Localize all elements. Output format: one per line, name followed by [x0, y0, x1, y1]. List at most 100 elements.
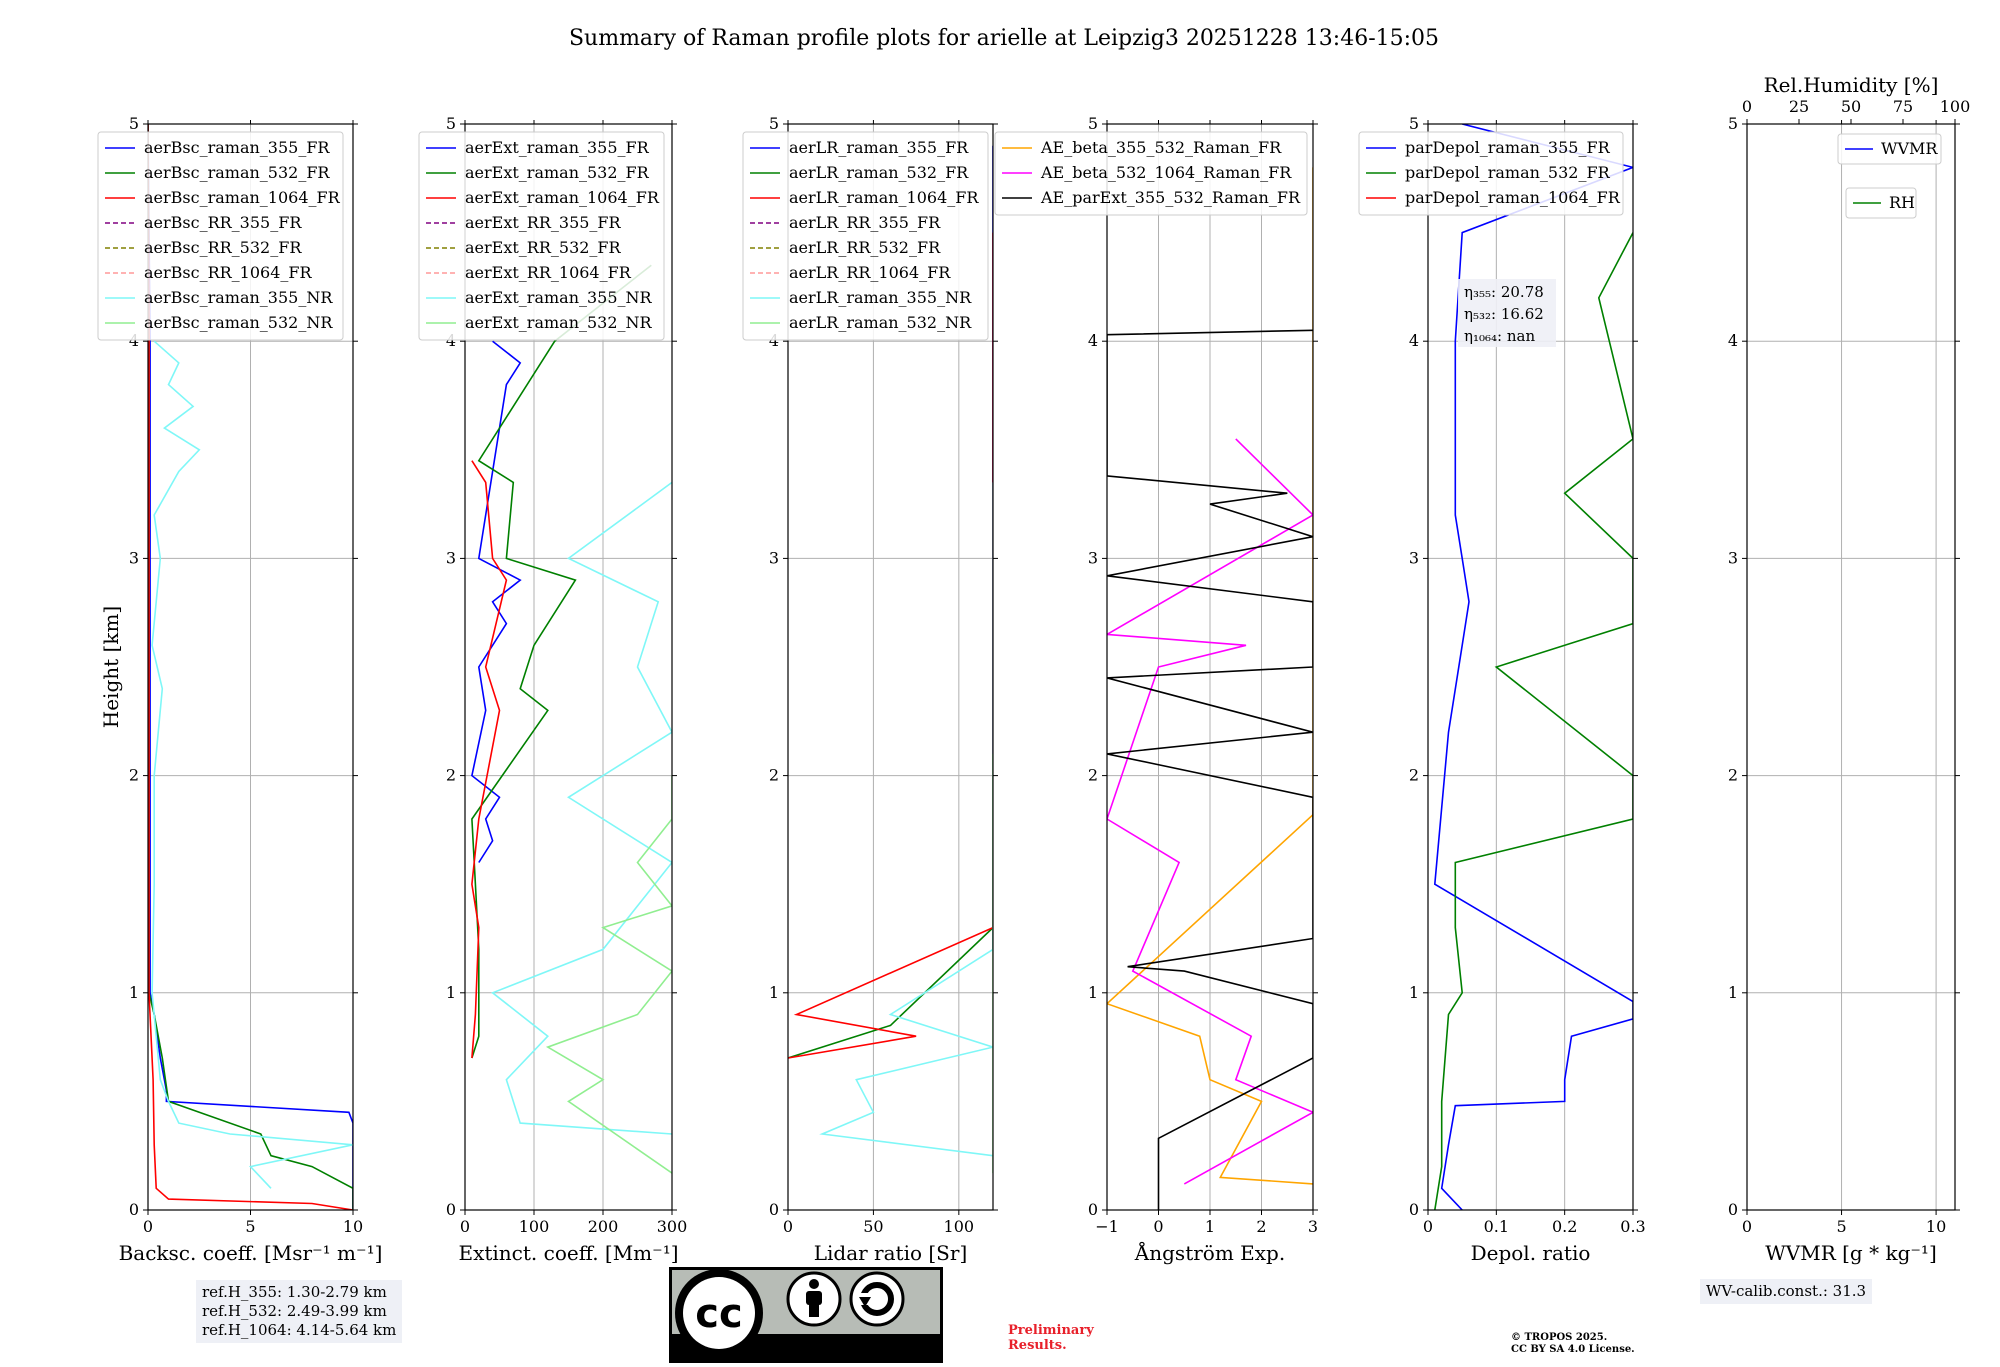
legend-box — [418, 131, 665, 341]
panel-lidar_ratio: 0 50 100 0 1 2 3 4 5 Lidar ratio [Sr] aerLR_raman_… — [742, 114, 998, 1265]
copyright-line1: © TROPOS 2025. — [1511, 1332, 1608, 1343]
ref-height-355: ref.H_355: 1.30-2.79 km — [202, 1283, 387, 1301]
preliminary-line2: Results. — [1008, 1338, 1067, 1353]
preliminary-note: Preliminary Results. — [1008, 1323, 1094, 1353]
legend-item-aerBsc_raman_1064_FR: aerBsc_raman_1064_FR — [144, 188, 341, 207]
y-tick-label: 1 — [769, 983, 779, 1002]
by-attribution-icon — [786, 1271, 842, 1327]
y-tick-label: 4 — [1409, 331, 1419, 350]
y-tick-label: 0 — [769, 1200, 779, 1219]
legend-item-aerExt_raman_532_FR: aerExt_raman_532_FR — [465, 163, 650, 182]
series-line-AE_beta_532_1064_Raman_FR — [1107, 438, 1313, 1185]
panel-extinction: 0 100 200 300 0 1 2 3 4 5 Extinct. coeff. [Mm⁻¹] ae… — [418, 114, 688, 1265]
top-x-tick-label: 0 — [1742, 97, 1752, 116]
x-tick-label: 3 — [1308, 1217, 1318, 1236]
copyright-line2: CC BY SA 4.0 License. — [1511, 1344, 1635, 1355]
legend: AE_beta_355_532_Raman_FR AE_beta_532_1064… — [994, 131, 1308, 216]
legend-item-aerBsc_RR_532_FR: aerBsc_RR_532_FR — [144, 238, 302, 257]
legend-item-aerLR_RR_532_FR: aerLR_RR_532_FR — [789, 238, 941, 257]
legend-item-aerExt_raman_355_FR: aerExt_raman_355_FR — [465, 138, 650, 157]
series-line-AE_parExt_355_532_Raman_FR — [1107, 329, 1313, 1210]
x-tick-label: 0 — [1153, 1217, 1163, 1236]
x-tick-label: 50 — [863, 1217, 883, 1236]
legend-item-parDepol_raman_1064_FR: parDepol_raman_1064_FR — [1405, 188, 1621, 207]
series-line-aerBsc_raman_355_NR — [151, 340, 353, 1189]
y-tick-label: 5 — [446, 114, 456, 133]
legend-item-AE_beta_532_1064_Raman_FR: AE_beta_532_1064_Raman_FR — [1040, 163, 1292, 182]
series-line-aerLR_raman_1064_FR — [788, 232, 993, 1059]
axes-frame — [1746, 123, 1956, 1211]
y-tick-label: 1 — [1728, 983, 1738, 1002]
y-tick-label: 1 — [446, 983, 456, 1002]
legend-item-aerExt_raman_1064_FR: aerExt_raman_1064_FR — [465, 188, 660, 207]
y-tick-label: 4 — [1728, 331, 1738, 350]
x-tick-label: 0.1 — [1484, 1217, 1509, 1236]
legend: aerLR_raman_355_FR aerLR_raman_532_FR aerL… — [742, 131, 989, 341]
series-line-aerBsc_raman_1064_FR — [148, 124, 353, 1210]
y-tick-label: 5 — [1728, 114, 1738, 133]
y-tick-label: 3 — [129, 548, 139, 567]
y-tick-label: 1 — [1409, 983, 1419, 1002]
legend-item-aerLR_RR_1064_FR: aerLR_RR_1064_FR — [789, 263, 951, 282]
eta-annotation-box — [1458, 279, 1556, 347]
cc-logo-text: cc — [695, 1291, 742, 1337]
legend-item-AE_beta_355_532_Raman_FR: AE_beta_355_532_Raman_FR — [1040, 138, 1282, 157]
x-tick-label: −1 — [1095, 1217, 1119, 1236]
y-tick-label: 5 — [129, 114, 139, 133]
y-tick-label: 3 — [446, 548, 456, 567]
y-tick-label: 0 — [1409, 1200, 1419, 1219]
ref-height-532: ref.H_532: 2.49-3.99 km — [202, 1302, 387, 1320]
y-tick-label: 4 — [1088, 331, 1098, 350]
legend-box — [994, 131, 1308, 216]
x-tick-label: 0 — [1742, 1217, 1752, 1236]
top-x-tick-label: 50 — [1841, 97, 1861, 116]
y-tick-label: 4 — [769, 331, 779, 350]
top-x-axis-label: Rel.Humidity [%] — [1764, 73, 1939, 97]
y-tick-label: 3 — [1409, 548, 1419, 567]
sa-label: SA — [862, 1336, 892, 1360]
legend-box — [742, 131, 989, 341]
y-tick-label: 2 — [446, 766, 456, 785]
legend-item-aerExt_raman_355_NR: aerExt_raman_355_NR — [465, 288, 653, 307]
x-axis-label: Extinct. coeff. [Mm⁻¹] — [458, 1241, 678, 1265]
y-tick-label: 2 — [1728, 766, 1738, 785]
reference-heights-box: ref.H_355: 1.30-2.79 km ref.H_532: 2.49-… — [196, 1280, 403, 1343]
x-tick-label: 100 — [944, 1217, 975, 1236]
axes-frame — [1427, 123, 1634, 1211]
legend-item-aerLR_raman_1064_FR: aerLR_raman_1064_FR — [789, 188, 979, 207]
x-axis-label: Backsc. coeff. [Msr⁻¹ m⁻¹] — [119, 1241, 383, 1265]
eta-annotation: η₁₀₆₄: nan — [1464, 327, 1535, 345]
legend-item-aerBsc_RR_355_FR: aerBsc_RR_355_FR — [144, 213, 302, 232]
x-tick-label: 300 — [657, 1217, 688, 1236]
wv-calibration-text: WV-calib.const.: 31.3 — [1706, 1282, 1867, 1300]
y-tick-label: 2 — [1088, 766, 1098, 785]
y-tick-label: 5 — [769, 114, 779, 133]
y-axis-label: Height [km] — [99, 606, 123, 728]
legend-item-aerLR_raman_355_NR: aerLR_raman_355_NR — [789, 288, 972, 307]
x-tick-label: 100 — [519, 1217, 550, 1236]
x-tick-label: 10 — [1926, 1217, 1946, 1236]
series-line-aerLR_raman_532_FR — [788, 916, 993, 1059]
series-line-aerExt_raman_355_NR — [491, 481, 672, 1135]
x-axis-label: Ångström Exp. — [1134, 1240, 1285, 1265]
legend-item-aerLR_RR_355_FR: aerLR_RR_355_FR — [789, 213, 941, 232]
axes-frame — [464, 123, 673, 1211]
panel-backscatter: 0 5 10 0 1 2 3 4 5 Backsc. coeff. [Msr⁻¹ m⁻¹] Heig… — [97, 114, 383, 1265]
y-tick-label: 5 — [1409, 114, 1419, 133]
series-line-parDepol_raman_355_FR — [1433, 124, 1633, 1210]
eta-annotation: η₃₅₅: 20.78 — [1464, 283, 1544, 301]
legend-box — [1837, 133, 1942, 165]
legend-item-aerBsc_raman_532_NR: aerBsc_raman_532_NR — [144, 313, 333, 332]
x-axis-label: Lidar ratio [Sr] — [814, 1241, 968, 1265]
y-tick-label: 2 — [1409, 766, 1419, 785]
y-tick-label: 2 — [129, 766, 139, 785]
legend: aerExt_raman_355_FR aerExt_raman_532_FRae… — [418, 131, 665, 341]
x-tick-label: 10 — [343, 1217, 363, 1236]
legend: parDepol_raman_355_FR parDepol_raman_532_… — [1358, 131, 1624, 216]
legend: aerBsc_raman_355_FR aerBsc_raman_532_FRae… — [97, 131, 344, 341]
x-tick-label: 0 — [1423, 1217, 1433, 1236]
x-tick-label: 0 — [460, 1217, 470, 1236]
top-x-tick-label: 100 — [1940, 97, 1971, 116]
